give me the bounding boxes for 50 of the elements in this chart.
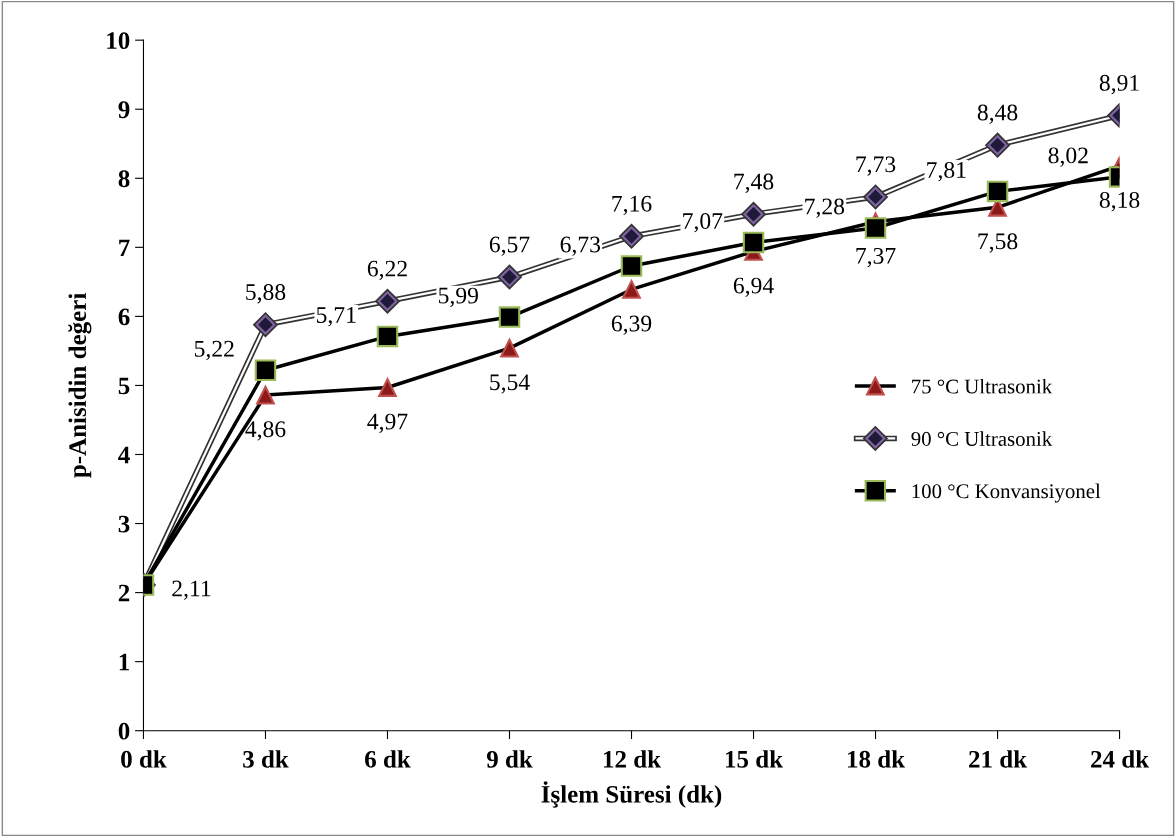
y-tick-label: 6	[118, 308, 130, 326]
y-tick-label: 10	[107, 32, 130, 50]
y-tick-label: 7	[119, 239, 130, 257]
legend-label: 75 °C Ultrasonik	[912, 378, 1053, 394]
data-label: 5,22	[194, 340, 234, 361]
data-label: 5,71	[316, 307, 356, 327]
y-axis-title: p-Anisidin değeri	[68, 293, 92, 478]
legend-label: 90 °C Ultrasonik	[911, 431, 1053, 446]
x-tick-label: 3 dk	[243, 750, 289, 768]
y-tick-label: 2	[118, 584, 130, 602]
data-label: 4,97	[367, 413, 408, 433]
legend-label: 100 °C Konvansiyonel	[912, 483, 1101, 503]
x-tick-label: 12 dk	[603, 750, 662, 768]
x-tick-label: 0 dk	[121, 750, 167, 768]
data-label: 7,07	[683, 213, 723, 233]
x-tick-label: 24 dk	[1091, 750, 1150, 768]
data-label: 8,91	[1099, 74, 1139, 95]
data-label: 6,73	[560, 236, 601, 256]
x-tick-label: 9 dk	[486, 750, 533, 768]
x-axis-title: İşlem Süresi (dk)	[541, 781, 722, 808]
y-tick-label: 1	[119, 653, 129, 671]
y-tick-label: 0	[118, 722, 130, 740]
data-label: 7,58	[978, 233, 1018, 253]
data-label: 7,37	[856, 247, 896, 268]
x-tick-label: 21 dk	[969, 750, 1028, 768]
y-tick-label: 3	[118, 515, 130, 533]
data-label: 4,86	[245, 421, 286, 441]
y-tick-label: 4	[118, 446, 130, 464]
data-label: 7,48	[734, 173, 774, 193]
data-label: 7,28	[805, 198, 845, 218]
data-label: 6,94	[733, 277, 774, 297]
data-label: 7,16	[612, 195, 652, 216]
y-tick-label: 5	[118, 377, 130, 395]
x-tick-label: 18 dk	[848, 750, 906, 768]
data-label: 7,81	[927, 161, 966, 182]
data-label: 8,02	[1048, 147, 1088, 167]
y-tick-label: 9	[118, 101, 130, 119]
data-label: 5,54	[490, 374, 530, 394]
data-label: 6,22	[367, 260, 407, 280]
data-label: 7,73	[856, 156, 896, 176]
data-label: 8,18	[1099, 191, 1140, 212]
x-tick-label: 15 dk	[726, 750, 784, 768]
y-tick-label: 8	[118, 170, 130, 188]
data-label: 8,48	[977, 104, 1018, 124]
data-label: 6,39	[611, 315, 652, 335]
x-tick-label: 6 dk	[365, 750, 411, 768]
data-label: 5,99	[439, 287, 478, 307]
data-label: 5,88	[246, 284, 286, 304]
data-label: 6,57	[489, 236, 530, 256]
data-label: 2,11	[172, 580, 211, 600]
